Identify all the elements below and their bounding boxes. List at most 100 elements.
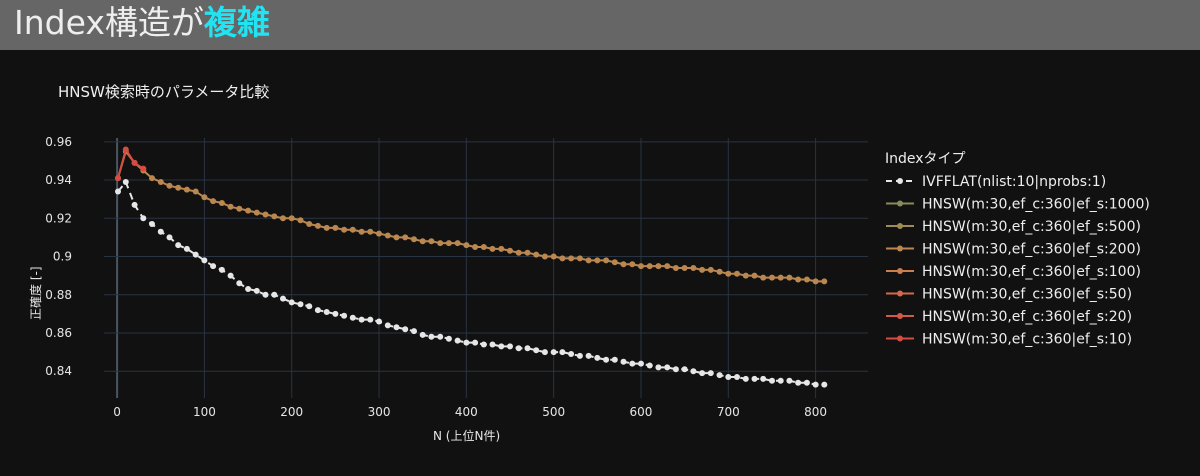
data-point xyxy=(786,274,793,281)
data-point xyxy=(603,257,610,264)
data-point xyxy=(280,215,286,222)
data-point xyxy=(760,375,767,382)
legend-label: HNSW(m:30,ef_c:360|ef_s:1000) xyxy=(922,197,1150,213)
legend-swatch-marker xyxy=(897,335,903,342)
data-point xyxy=(690,368,697,375)
data-point xyxy=(681,366,688,373)
data-point xyxy=(358,316,365,323)
data-point xyxy=(812,278,819,285)
legend-label: HNSW(m:30,ef_c:360|ef_s:20) xyxy=(922,309,1132,325)
data-point xyxy=(594,257,601,264)
data-point xyxy=(655,263,662,270)
data-point xyxy=(533,251,540,258)
data-point xyxy=(341,312,348,319)
data-point xyxy=(332,224,339,231)
data-point xyxy=(323,309,330,315)
data-point xyxy=(122,146,129,153)
data-point xyxy=(568,351,575,357)
legend-item[interactable]: HNSW(m:30,ef_c:360|ef_s:500) xyxy=(886,219,1141,235)
data-point xyxy=(725,270,732,277)
data-point xyxy=(603,356,610,363)
y-axis-label: 正確度 [-] xyxy=(28,266,43,320)
legend-item[interactable]: IVFFLAT(nlist:10|nprobs:1) xyxy=(886,174,1106,190)
legend-item[interactable]: HNSW(m:30,ef_c:360|ef_s:20) xyxy=(886,309,1132,325)
data-point xyxy=(332,310,339,317)
data-point xyxy=(507,247,513,254)
legend-label: HNSW(m:30,ef_c:360|ef_s:50) xyxy=(922,287,1132,303)
y-tick-label: 0.9 xyxy=(53,250,72,264)
data-point xyxy=(585,352,592,359)
data-point xyxy=(541,253,548,260)
data-point xyxy=(821,381,828,388)
y-tick-label: 0.88 xyxy=(45,288,72,302)
x-tick-label: 600 xyxy=(630,405,653,419)
x-tick-label: 0 xyxy=(113,405,121,419)
data-point xyxy=(419,331,426,338)
data-point xyxy=(760,274,767,281)
data-point xyxy=(166,182,173,189)
legend-swatch-marker xyxy=(897,178,903,184)
slide-title: Index構造が複雑 xyxy=(14,0,270,46)
data-point xyxy=(463,339,470,346)
data-point xyxy=(236,280,243,287)
data-point xyxy=(253,209,260,216)
data-point xyxy=(367,228,374,235)
data-point xyxy=(463,242,470,249)
y-tick-label: 0.94 xyxy=(45,173,72,187)
data-point xyxy=(786,377,793,384)
data-point xyxy=(454,337,461,344)
data-point xyxy=(253,287,260,294)
data-point xyxy=(646,362,653,369)
data-point xyxy=(620,358,627,365)
data-point xyxy=(183,186,190,193)
data-point xyxy=(245,286,252,292)
legend-item[interactable]: HNSW(m:30,ef_c:360|ef_s:1000) xyxy=(886,197,1150,213)
x-tick-label: 700 xyxy=(717,405,740,419)
legend-item[interactable]: HNSW(m:30,ef_c:360|ef_s:100) xyxy=(886,264,1141,280)
data-point xyxy=(664,364,671,371)
data-point xyxy=(323,224,330,231)
y-tick-label: 0.96 xyxy=(45,135,72,149)
legend-item[interactable]: HNSW(m:30,ef_c:360|ef_s:200) xyxy=(886,242,1141,258)
data-point xyxy=(297,301,304,308)
legend-swatch-marker xyxy=(897,268,903,274)
data-point xyxy=(769,274,775,281)
slide-header xyxy=(0,0,1200,50)
data-point xyxy=(629,261,636,268)
data-point xyxy=(297,217,304,224)
legend-label: HNSW(m:30,ef_c:360|ef_s:100) xyxy=(922,264,1141,280)
data-point xyxy=(175,242,182,249)
data-point xyxy=(140,215,147,222)
chart-title: HNSW検索時のパラメータ比較 xyxy=(58,83,269,101)
legend: Indexタイプ IVFFLAT(nlist:10|nprobs:1) HNSW(… xyxy=(885,151,1150,348)
legend-item[interactable]: HNSW(m:30,ef_c:360|ef_s:50) xyxy=(886,287,1132,303)
legend-swatch-marker xyxy=(897,200,903,207)
data-point xyxy=(140,165,147,172)
legend-item[interactable]: HNSW(m:30,ef_c:360|ef_s:10) xyxy=(886,332,1132,348)
data-point xyxy=(115,188,121,195)
legend-swatch-marker xyxy=(897,313,903,319)
data-point xyxy=(367,316,374,323)
data-point xyxy=(524,345,531,352)
data-point xyxy=(769,377,775,384)
data-point xyxy=(192,188,199,195)
data-point xyxy=(576,352,583,359)
data-point xyxy=(533,347,540,354)
data-point xyxy=(620,261,627,268)
data-point xyxy=(210,263,217,270)
data-point xyxy=(210,198,217,205)
data-point xyxy=(498,245,505,252)
data-point xyxy=(725,374,732,380)
data-point xyxy=(419,238,426,245)
data-point xyxy=(271,213,278,220)
data-point xyxy=(472,244,479,250)
x-tick-label: 400 xyxy=(455,405,478,419)
data-point xyxy=(559,349,566,356)
y-tick-label: 0.86 xyxy=(45,326,72,340)
data-point xyxy=(707,370,714,377)
data-point xyxy=(672,265,679,271)
data-point xyxy=(411,328,417,335)
data-point xyxy=(349,314,356,321)
data-point xyxy=(437,333,444,340)
data-point xyxy=(515,345,522,352)
